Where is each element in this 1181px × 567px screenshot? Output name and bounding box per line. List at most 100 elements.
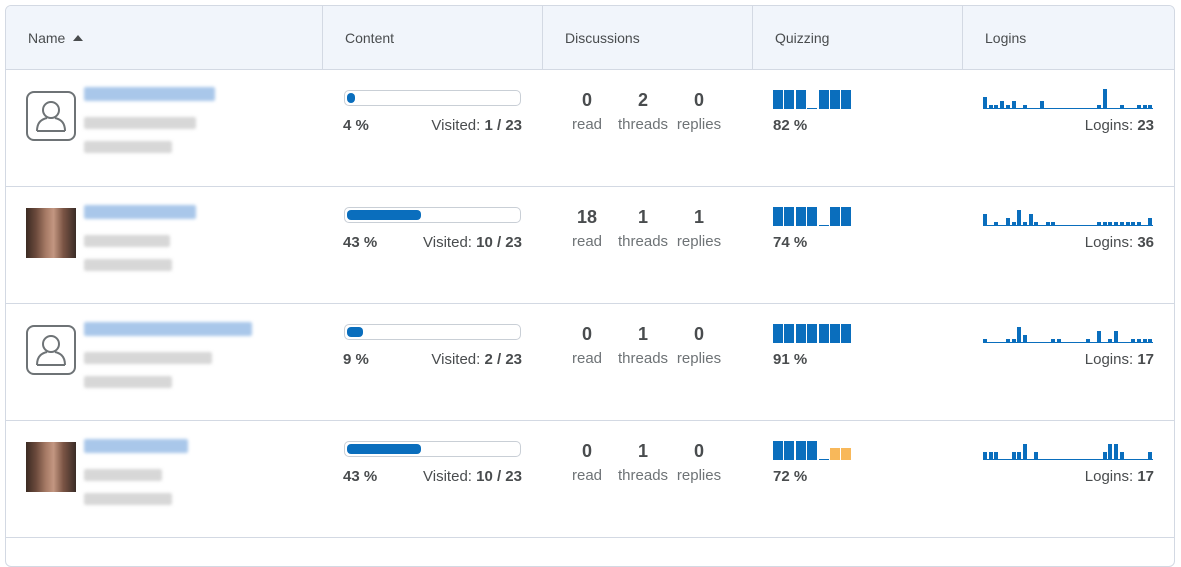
- user-name-link[interactable]: [84, 205, 196, 219]
- discussion-threads-count: 1: [637, 441, 648, 461]
- discussion-replies-count: 1: [693, 207, 704, 227]
- table-row: 43 % Visited: 10 / 23 18 read 1 threads 1 repli…: [6, 187, 1174, 304]
- logins-sparkline: [983, 323, 1153, 343]
- login-bar: [1119, 222, 1124, 226]
- logins-count: Logins: 17: [1085, 468, 1154, 485]
- quiz-bar[interactable]: [784, 90, 795, 109]
- quiz-bar[interactable]: [818, 324, 829, 343]
- content-progress-bar: [344, 441, 521, 457]
- quiz-bar[interactable]: [841, 324, 852, 343]
- login-bar: [1148, 218, 1153, 226]
- content-percent: 9 %: [343, 351, 369, 368]
- user-photo-avatar[interactable]: [26, 208, 76, 258]
- quiz-bar[interactable]: [841, 90, 852, 109]
- quiz-bar[interactable]: [830, 324, 840, 343]
- column-header-name-label: Name: [28, 29, 66, 46]
- quiz-bar[interactable]: [773, 90, 783, 109]
- quiz-bar[interactable]: [830, 90, 840, 109]
- quiz-bar[interactable]: [795, 324, 806, 343]
- table-row: 4 % Visited: 1 / 23 0 read 2 threads 0 replies 8…: [6, 70, 1174, 187]
- login-bar: [1011, 101, 1016, 109]
- quiz-bar[interactable]: [784, 207, 795, 226]
- logins-value: 17: [1137, 351, 1154, 368]
- login-bar: [1034, 452, 1039, 460]
- content-visited: Visited: 10 / 23: [411, 468, 522, 485]
- table-header: Name Content Discussions Quizzing Logins: [6, 6, 1174, 70]
- user-detail-redacted: [84, 235, 170, 247]
- quiz-bar[interactable]: [830, 207, 840, 226]
- login-bar: [1108, 222, 1113, 226]
- quiz-bar[interactable]: [807, 108, 818, 109]
- quiz-bar[interactable]: [830, 448, 840, 460]
- login-bar: [988, 105, 993, 109]
- login-bar: [1022, 335, 1027, 343]
- column-header-discussions-label: Discussions: [565, 29, 640, 46]
- login-bar: [1136, 339, 1141, 343]
- quiz-bar[interactable]: [807, 207, 818, 226]
- discussion-replies-label: replies: [676, 350, 722, 367]
- login-bar: [1017, 452, 1022, 460]
- logins-count: Logins: 17: [1085, 351, 1154, 368]
- quiz-bar[interactable]: [784, 324, 795, 343]
- discussion-read-count: 18: [576, 207, 598, 227]
- quiz-bar[interactable]: [818, 225, 829, 226]
- quiz-bar[interactable]: [795, 90, 806, 109]
- login-bar: [1097, 105, 1101, 109]
- user-name-link[interactable]: [84, 322, 252, 336]
- logins-sparkline: [983, 440, 1153, 460]
- login-bar: [1011, 452, 1016, 460]
- login-bar: [1097, 331, 1101, 343]
- discussion-replies-label: replies: [676, 116, 722, 133]
- quiz-bar[interactable]: [773, 441, 783, 460]
- quiz-bar[interactable]: [795, 441, 806, 460]
- login-bar: [1148, 105, 1153, 109]
- user-placeholder-icon[interactable]: [26, 91, 76, 141]
- content-visited: Visited: 1 / 23: [411, 117, 522, 134]
- discussion-threads-label: threads: [618, 350, 669, 367]
- quiz-bar[interactable]: [818, 459, 829, 460]
- login-bar: [983, 214, 987, 226]
- sort-ascending-icon[interactable]: [73, 34, 84, 41]
- user-photo-avatar[interactable]: [26, 442, 76, 492]
- quiz-bar[interactable]: [818, 90, 829, 109]
- visited-label: Visited:: [431, 117, 485, 134]
- discussion-replies-count: 0: [693, 324, 704, 344]
- quiz-bar[interactable]: [841, 448, 852, 460]
- user-placeholder-icon[interactable]: [26, 325, 76, 375]
- user-name-link[interactable]: [84, 87, 215, 101]
- logins-value: 17: [1137, 468, 1154, 485]
- column-header-name[interactable]: Name: [6, 6, 323, 69]
- discussion-threads-label: threads: [618, 116, 669, 133]
- quiz-bar[interactable]: [784, 441, 795, 460]
- column-header-logins: Logins: [963, 6, 1174, 69]
- sparkline-baseline: [983, 108, 1153, 109]
- content-progress-bar: [344, 90, 521, 106]
- quiz-bar[interactable]: [807, 324, 818, 343]
- discussion-read-label: read: [571, 233, 603, 250]
- content-progress-fill: [347, 444, 422, 454]
- login-bar: [988, 452, 993, 460]
- login-bar: [1005, 218, 1010, 226]
- login-bar: [1097, 222, 1101, 226]
- discussion-threads-count: 2: [637, 90, 648, 110]
- quiz-bar[interactable]: [841, 207, 852, 226]
- login-bar: [1000, 101, 1005, 109]
- quiz-bar[interactable]: [773, 207, 783, 226]
- login-bar: [983, 339, 987, 343]
- login-bar: [1102, 89, 1107, 109]
- visited-value: 10 / 23: [476, 468, 522, 485]
- login-bar: [1045, 222, 1050, 226]
- quiz-bar[interactable]: [807, 441, 818, 460]
- quiz-bar[interactable]: [773, 324, 783, 343]
- login-bar: [1136, 105, 1141, 109]
- quiz-bar[interactable]: [795, 207, 806, 226]
- logins-label: Logins:: [1084, 234, 1138, 251]
- user-name-link[interactable]: [84, 439, 188, 453]
- discussion-read-label: read: [571, 467, 603, 484]
- login-bar: [994, 105, 999, 109]
- content-percent: 4 %: [343, 117, 369, 134]
- content-progress-bar: [344, 324, 521, 340]
- user-detail-redacted: [84, 376, 172, 388]
- user-detail-redacted: [84, 469, 162, 481]
- discussion-threads-label: threads: [618, 233, 669, 250]
